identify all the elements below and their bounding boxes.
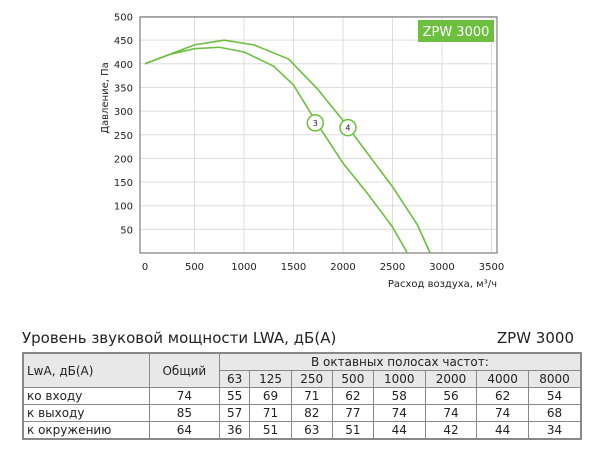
cell-value: 57 [218, 404, 251, 422]
x-tick-label: 0 [142, 262, 148, 273]
y-tick-label: 150 [114, 178, 133, 189]
fan-curve-chart: 0 500 1000 1500 2000 2500 3000 3500501001502002… [100, 13, 504, 291]
x-tick-label: 500 [185, 262, 204, 273]
series-marker-3 [306, 114, 325, 132]
x-tick-label: 1500 [281, 262, 306, 273]
title-badge [418, 20, 494, 42]
series-line-3 [144, 46, 409, 254]
table-row: ко входу 74 55 69 71 62 58 56 62 54 [22, 387, 582, 405]
x-tick-label: 1000 [231, 262, 256, 273]
x-tick-label: 3000 [429, 262, 454, 273]
cell-value: 58 [372, 387, 426, 405]
x-tick-label: 2000 [330, 262, 355, 273]
sound-power-table: LwA, дБ(A) Общий В октавных полосах част… [22, 352, 582, 440]
cell-value: 56 [424, 387, 478, 405]
cell-value: 51 [331, 421, 374, 440]
band-header: 250 [290, 370, 333, 388]
table-row: к окружению 64 36 51 63 51 44 42 44 34 [22, 421, 582, 440]
row-label: к выходу [22, 404, 150, 422]
cell-value: 64 [148, 421, 220, 440]
band-header: 8000 [528, 370, 582, 388]
plot-frame [139, 16, 498, 254]
band-header: 125 [249, 370, 292, 388]
cell-value: 74 [476, 404, 530, 422]
row-label: ко входу [22, 387, 150, 405]
cell-value: 74 [372, 404, 426, 422]
cell-value: 44 [476, 421, 530, 440]
cell-value: 82 [290, 404, 333, 422]
y-tick-label: 350 [114, 83, 133, 94]
cell-value: 69 [249, 387, 292, 405]
x-axis-label: Расход воздуха, м³/ч [388, 279, 497, 290]
band-header: 4000 [476, 370, 530, 388]
cell-value: 62 [476, 387, 530, 405]
y-tick-label: 50 [120, 225, 133, 236]
cell-value: 55 [218, 387, 251, 405]
table-row: к выходу 85 57 71 82 77 74 74 74 68 [22, 404, 582, 422]
header-bands: В октавных полосах частот: [218, 352, 582, 371]
y-tick-label: 400 [114, 60, 133, 71]
row-label: к окружению [22, 421, 150, 440]
cell-value: 51 [249, 421, 292, 440]
chart-title: ZPW 3000 [423, 25, 490, 40]
cell-value: 54 [528, 387, 582, 405]
cell-value: 77 [331, 404, 374, 422]
cell-value: 34 [528, 421, 582, 440]
y-tick-label: 300 [114, 107, 133, 118]
band-header: 500 [331, 370, 374, 388]
cell-value: 62 [331, 387, 374, 405]
y-tick-label: 100 [114, 202, 133, 213]
band-header: 63 [218, 370, 251, 388]
band-header: 2000 [424, 370, 478, 388]
cell-value: 74 [148, 387, 220, 405]
x-tick-label: 2500 [380, 262, 405, 273]
header-label: LwA, дБ(A) [22, 352, 150, 388]
x-tick-label: 3500 [479, 262, 504, 273]
y-tick-label: 500 [114, 13, 133, 24]
table-model: ZPW 3000 [496, 329, 574, 347]
cell-value: 44 [372, 421, 426, 440]
y-tick-label: 200 [114, 154, 133, 165]
cell-value: 85 [148, 404, 220, 422]
table-title: Уровень звуковой мощности LWA, дБ(A) [22, 329, 337, 347]
cell-value: 42 [424, 421, 478, 440]
header-total: Общий [148, 352, 220, 388]
band-header: 1000 [372, 370, 426, 388]
series-line-4 [144, 39, 431, 254]
cell-value: 68 [528, 404, 582, 422]
series-label: 4 [345, 124, 350, 133]
cell-value: 71 [249, 404, 292, 422]
series-label: 3 [313, 119, 318, 128]
y-tick-label: 450 [114, 36, 133, 47]
cell-value: 63 [290, 421, 333, 440]
y-axis-label: Давление, Па [100, 62, 111, 134]
cell-value: 36 [218, 421, 251, 440]
cell-value: 71 [290, 387, 333, 405]
cell-value: 74 [424, 404, 478, 422]
y-tick-label: 250 [114, 131, 133, 142]
series-marker-4 [339, 118, 357, 137]
